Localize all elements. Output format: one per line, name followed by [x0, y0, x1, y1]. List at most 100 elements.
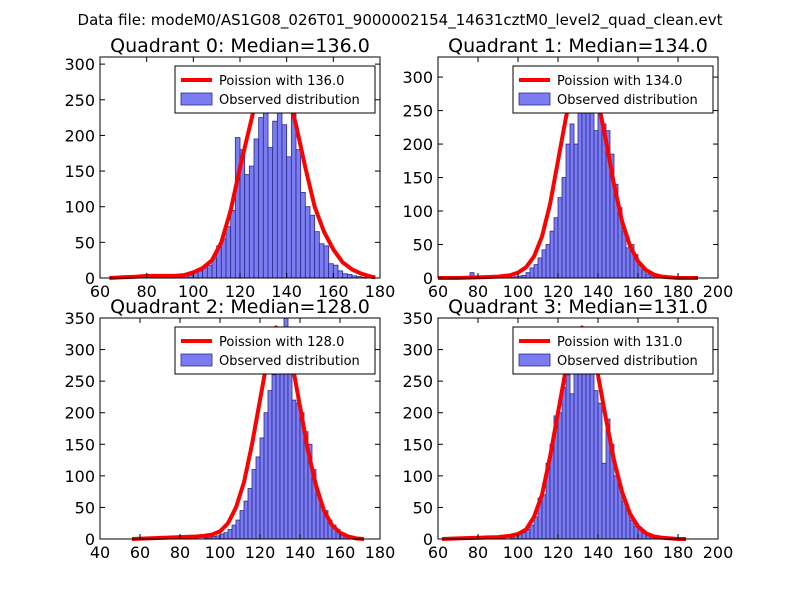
x-tick-label: 200 — [703, 543, 734, 562]
histogram-bar — [569, 123, 575, 279]
histogram-bar — [593, 130, 599, 279]
legend: Poission with 128.0 Observed distribution — [174, 326, 376, 375]
x-tick-label: 160 — [623, 543, 654, 562]
x-tick-label: 180 — [365, 282, 396, 301]
histogram-bar — [295, 149, 302, 279]
histogram-bar — [318, 243, 325, 279]
histogram-bar — [295, 402, 301, 540]
x-tick-label: 60 — [428, 543, 448, 562]
axes-frame — [99, 317, 381, 540]
legend: Poission with 136.0 Observed distribution — [174, 65, 376, 114]
histogram-bar — [533, 264, 539, 279]
legend-bar-label: Observed distribution — [219, 93, 360, 108]
histogram-bar — [332, 264, 339, 279]
x-tick-label: 160 — [325, 543, 356, 562]
histogram-bar — [625, 247, 631, 279]
histogram-bar — [525, 272, 531, 279]
subplot-title: Quadrant 3: Median=131.0 — [448, 296, 708, 318]
figure-suptitle: Data file: modeM0/AS1G08_026T01_90000021… — [78, 11, 723, 30]
y-tick-label: 0 — [85, 269, 95, 288]
y-tick-label: 350 — [402, 309, 433, 328]
histogram-bar — [581, 110, 587, 279]
histogram-bar — [248, 165, 255, 279]
histogram-bar — [223, 532, 229, 540]
histogram-bar — [529, 267, 535, 279]
histogram-bar — [573, 349, 579, 540]
x-tick-label: 140 — [583, 282, 614, 301]
x-tick-label: 60 — [130, 543, 150, 562]
histogram-bar — [328, 263, 334, 279]
y-tick-label: 300 — [402, 68, 433, 87]
histogram-bars — [469, 73, 667, 279]
x-tick-label: 140 — [583, 543, 614, 562]
histogram-bar — [225, 226, 232, 279]
x-tick-label: 160 — [318, 282, 349, 301]
histogram-bar — [601, 462, 607, 540]
histogram-bar — [337, 270, 344, 279]
histogram-bar — [529, 524, 535, 540]
subplot-title: Quadrant 1: Median=134.0 — [448, 35, 708, 57]
subplot-quadrant-2: 40 60 80 100 120 140 160 180 0 50 100 150 200 250 300 3… — [64, 296, 395, 562]
histogram-bar — [304, 206, 311, 279]
histogram-bar — [272, 120, 278, 279]
legend-fit-label: Poission with 128.0 — [219, 335, 344, 350]
y-tick-label: 0 — [423, 530, 433, 549]
histogram-bar — [290, 113, 297, 279]
y-tick-label: 50 — [413, 498, 433, 517]
y-tick-label: 150 — [402, 435, 433, 454]
legend-fit-label: Poission with 131.0 — [557, 335, 682, 350]
y-tick-label: 100 — [402, 467, 433, 486]
histogram-bar — [597, 110, 603, 279]
x-tick-label: 200 — [703, 282, 734, 301]
poisson-fit-line — [109, 69, 376, 280]
x-tick-label: 80 — [170, 543, 190, 562]
histogram-bar — [287, 349, 293, 540]
y-tick-label: 0 — [85, 530, 95, 549]
x-tick-label: 100 — [503, 543, 534, 562]
y-tick-label: 150 — [64, 162, 95, 181]
histogram-bar — [589, 361, 595, 540]
x-tick-label: 120 — [245, 543, 276, 562]
histogram-bar — [271, 374, 277, 540]
x-tick-label: 140 — [285, 543, 316, 562]
y-tick-label: 200 — [402, 404, 433, 423]
histogram-bar — [234, 137, 241, 279]
y-tick-label: 250 — [64, 372, 95, 391]
histogram-bar — [230, 209, 236, 279]
histogram-bar — [235, 519, 241, 540]
histogram-bar — [300, 192, 306, 279]
legend-bar-swatch — [180, 353, 213, 367]
axes-frame — [437, 56, 719, 279]
y-tick-label: 0 — [423, 269, 433, 288]
y-tick-label: 300 — [64, 341, 95, 360]
y-tick-label: 350 — [64, 309, 95, 328]
x-tick-label: 60 — [428, 282, 448, 301]
y-tick-label: 250 — [402, 372, 433, 391]
y-tick-label: 150 — [64, 435, 95, 454]
histogram-bar — [593, 390, 599, 540]
histogram-bar — [286, 156, 292, 279]
subplot-quadrant-1: 60 80 100 120 140 160 180 200 0 50 100 150 200 250 300… — [402, 35, 733, 301]
histogram-bar — [565, 374, 571, 540]
histogram-bar — [342, 273, 348, 279]
histogram-bar — [565, 143, 571, 279]
histogram-bar — [569, 393, 575, 540]
x-tick-label: 60 — [90, 282, 110, 301]
subplot-title: Quadrant 2: Median=128.0 — [110, 296, 370, 318]
histogram-bar — [281, 124, 288, 279]
x-tick-label: 120 — [543, 543, 574, 562]
legend-fit-label: Poission with 134.0 — [557, 74, 682, 89]
histogram-bar — [259, 437, 265, 540]
histogram-bar — [291, 399, 297, 540]
histogram-bar — [346, 274, 353, 279]
x-tick-label: 40 — [90, 543, 110, 562]
histogram-bar — [557, 412, 563, 540]
y-tick-label: 50 — [413, 236, 433, 255]
histogram-bar — [263, 412, 269, 540]
histogram-bar — [258, 117, 264, 279]
histogram-bar — [227, 529, 233, 540]
y-tick-label: 50 — [75, 233, 95, 252]
subplot-quadrant-3: 60 80 100 120 140 160 180 200 0 50 100 150 200 250 300… — [402, 296, 733, 562]
histogram-bar — [621, 230, 627, 279]
